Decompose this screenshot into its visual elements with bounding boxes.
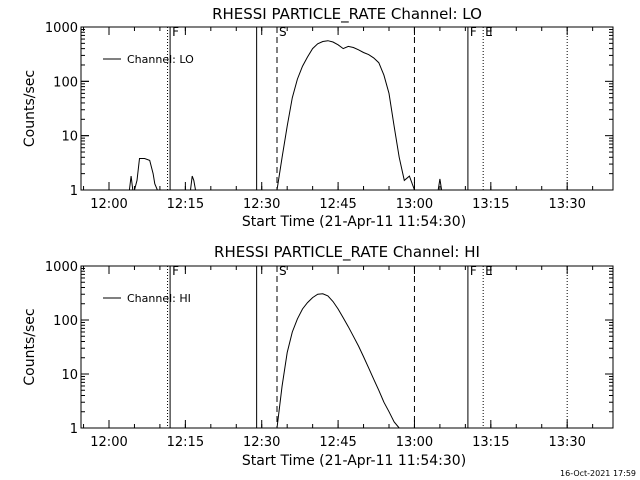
x-axis-label: Start Time (21-Apr-11 11:54:30) xyxy=(242,453,466,469)
event-marker-label: F xyxy=(470,25,477,39)
y-tick-label: 1 xyxy=(70,184,78,199)
x-tick-label: 13:15 xyxy=(472,435,509,450)
plot-frame xyxy=(80,26,614,191)
y-axis-label: Counts/sec xyxy=(22,70,38,147)
chart-title: RHESSI PARTICLE_RATE Channel: HI xyxy=(214,243,480,262)
x-axis-label: Start Time (21-Apr-11 11:54:30) xyxy=(242,214,466,230)
x-tick-label: 12:45 xyxy=(319,435,356,450)
y-tick-label: 10 xyxy=(61,368,78,383)
y-tick-label: 10 xyxy=(61,130,78,145)
event-marker-label: F xyxy=(172,25,179,39)
x-tick-label: 12:45 xyxy=(319,197,356,212)
footer-timestamp: 16-Oct-2021 17:59 xyxy=(560,469,636,478)
x-tick-label: 12:15 xyxy=(167,197,204,212)
legend-entry: Channel: LO xyxy=(127,53,194,66)
y-tick-label: 100 xyxy=(53,314,78,329)
y-tick-label: 1000 xyxy=(45,21,78,36)
y-axis-label: Counts/sec xyxy=(22,308,38,385)
event-marker-label: S xyxy=(279,25,287,39)
series-line xyxy=(128,40,443,191)
chart-title: RHESSI PARTICLE_RATE Channel: LO xyxy=(212,5,482,24)
plot-frame xyxy=(80,265,614,429)
x-tick-label: 12:30 xyxy=(243,435,280,450)
event-marker-label: S xyxy=(279,264,287,278)
event-marker-label: F xyxy=(470,264,477,278)
y-tick-label: 100 xyxy=(53,75,78,90)
x-tick-label: 13:30 xyxy=(548,435,585,450)
event-marker-label: F xyxy=(172,264,179,278)
x-tick-label: 12:00 xyxy=(90,197,127,212)
legend-entry: Channel: HI xyxy=(127,292,191,305)
series-line xyxy=(276,293,400,429)
x-tick-label: 13:00 xyxy=(396,435,433,450)
y-tick-label: 1000 xyxy=(45,260,78,275)
event-marker-label: E xyxy=(485,25,493,39)
y-tick-label: 1 xyxy=(70,422,78,437)
x-tick-label: 13:00 xyxy=(396,197,433,212)
x-tick-label: 12:00 xyxy=(90,435,127,450)
event-marker-label: E xyxy=(485,264,493,278)
x-tick-label: 13:15 xyxy=(472,197,509,212)
x-tick-label: 13:30 xyxy=(548,197,585,212)
x-tick-label: 12:30 xyxy=(243,197,280,212)
x-tick-label: 12:15 xyxy=(167,435,204,450)
